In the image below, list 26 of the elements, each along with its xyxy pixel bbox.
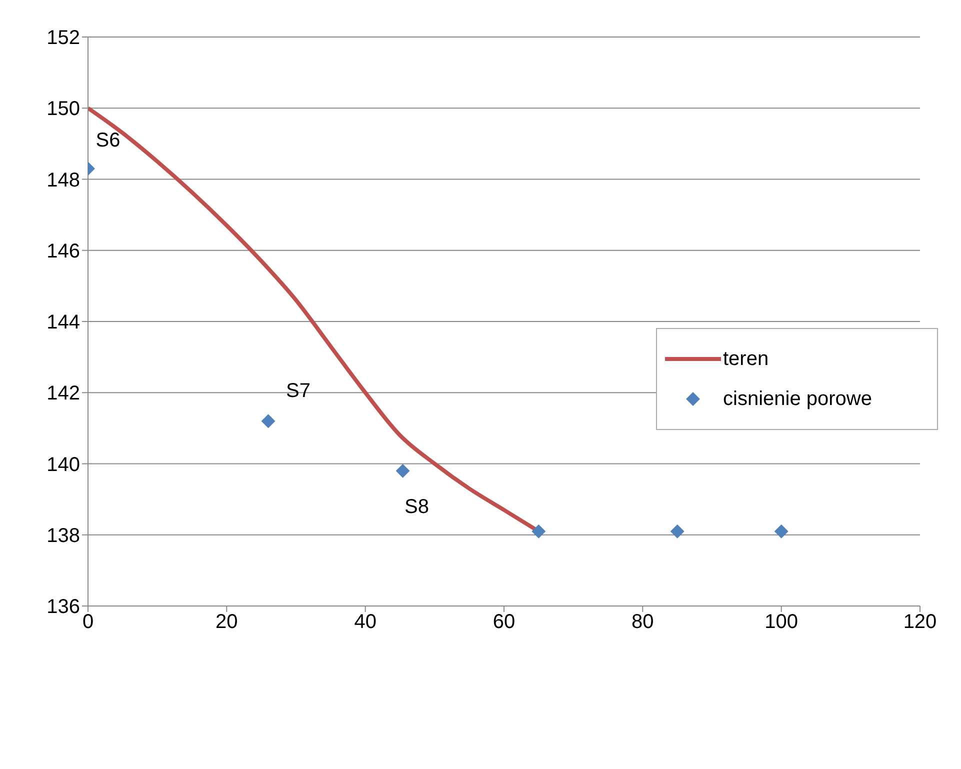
annotation: S7 — [286, 380, 310, 402]
x-tick-label: 60 — [492, 611, 516, 634]
point — [670, 524, 684, 538]
y-tick-label: 140 — [46, 454, 80, 476]
y-tick-label: 150 — [46, 98, 80, 120]
legend-label: cisnienie porowe — [723, 387, 872, 412]
annotation: S6 — [96, 130, 120, 152]
y-tick-label: 138 — [46, 524, 80, 547]
point — [261, 414, 276, 428]
x-tick-label: 80 — [632, 611, 654, 634]
x-tick-label: 0 — [82, 611, 94, 634]
x-tick-label: 40 — [354, 611, 376, 634]
point — [774, 524, 788, 538]
y-tick-label: 142 — [46, 382, 80, 405]
point — [396, 464, 410, 478]
x-tick-label: 20 — [216, 611, 238, 634]
annotation: S8 — [404, 496, 430, 518]
point — [532, 524, 546, 538]
y-tick-label: 144 — [46, 312, 80, 334]
x-tick-label: 120 — [903, 611, 937, 634]
legend-label: teren — [723, 347, 769, 372]
y-tick-label: 148 — [46, 169, 80, 192]
x-tick-label: 100 — [764, 611, 798, 634]
y-tick-label: 136 — [46, 596, 80, 618]
y-tick-label: 152 — [46, 27, 80, 50]
y-tick-label: 146 — [46, 240, 80, 262]
